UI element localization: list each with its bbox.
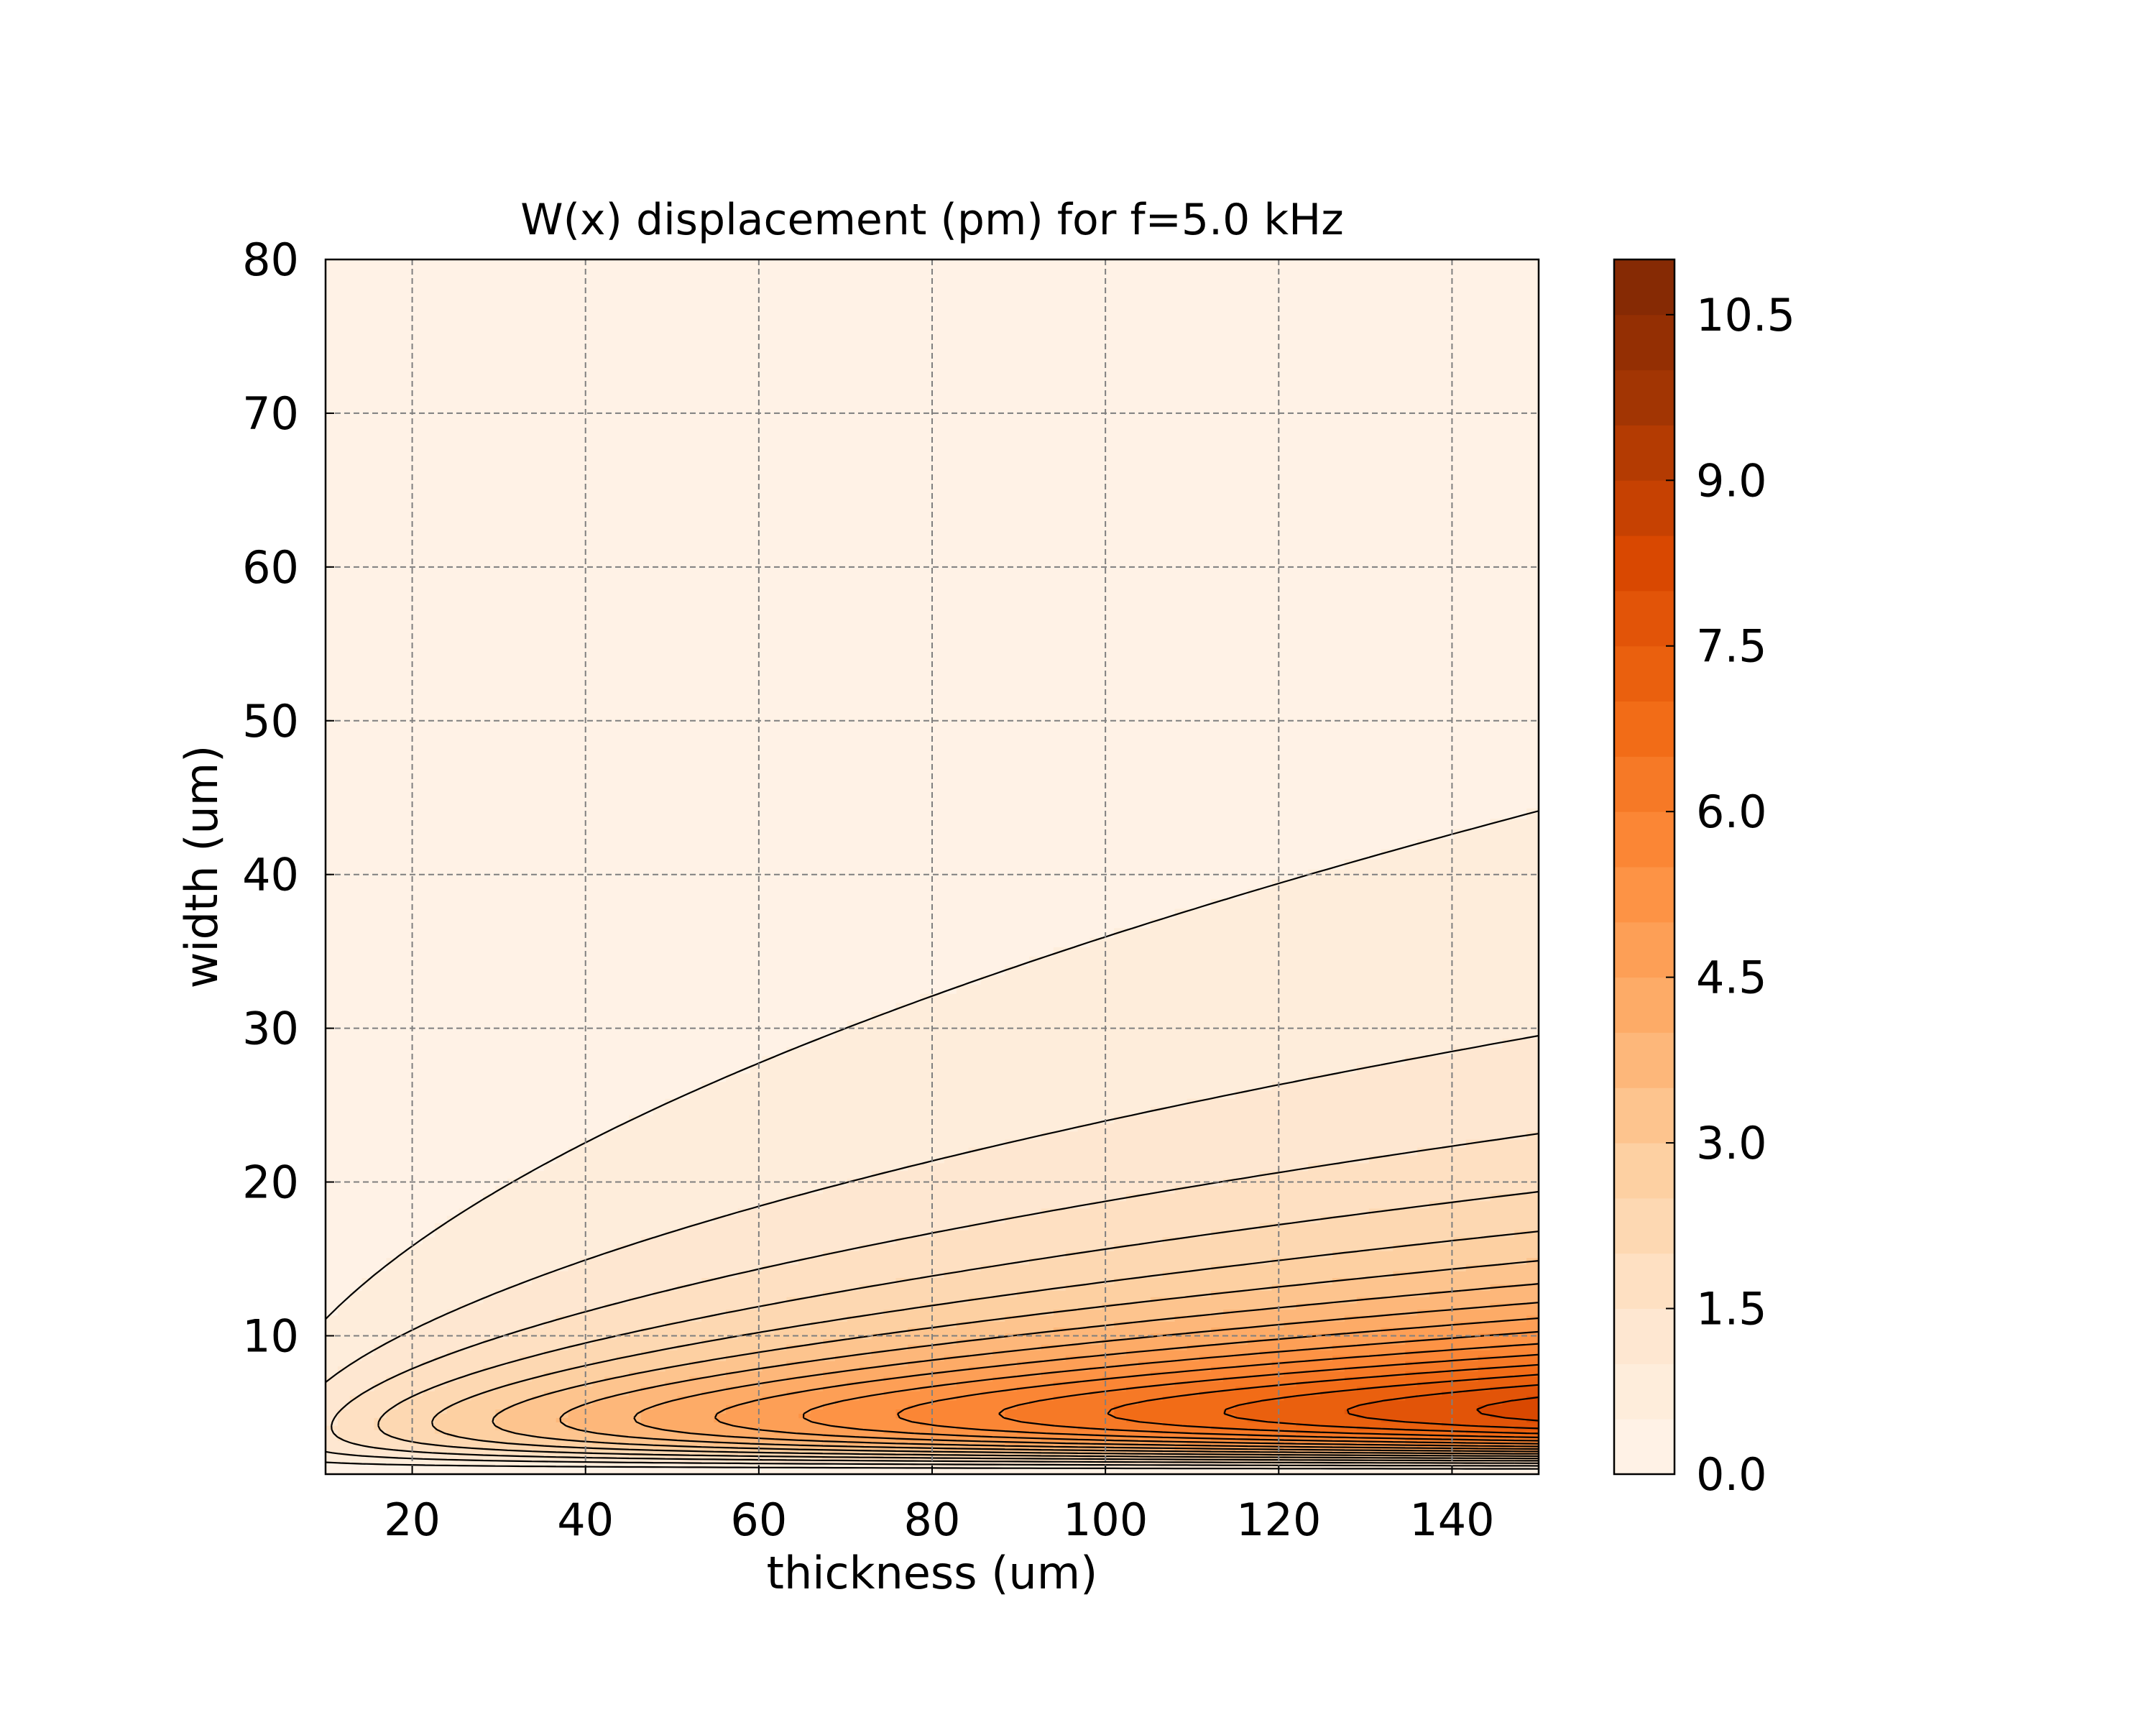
x-tick-label: 60 <box>730 1494 787 1546</box>
contour-line <box>326 810 1539 1470</box>
colorbar-tick-label: 1.5 <box>1696 1283 1767 1335</box>
contour-line <box>633 1302 1539 1453</box>
colorbar-tick-label: 9.0 <box>1696 454 1767 507</box>
colorbar-band <box>1614 590 1674 647</box>
contour-line <box>998 1353 1539 1442</box>
y-tick-label: 40 <box>242 849 299 901</box>
colorbar-tick-label: 7.5 <box>1696 620 1767 673</box>
colorbar-tick-label: 0.0 <box>1696 1448 1767 1501</box>
contour-band <box>640 1303 1539 1453</box>
colorbar-band <box>1614 645 1674 702</box>
contour-band <box>798 1333 1539 1448</box>
colorbar-band <box>1614 369 1674 426</box>
contour-band <box>556 1284 1539 1453</box>
chart-title: W(x) displacement (pm) for f=5.0 kHz <box>520 195 1343 245</box>
x-tick-label: 100 <box>1063 1494 1148 1546</box>
contour-band <box>895 1345 1539 1445</box>
x-axis-label: thickness (um) <box>767 1547 1098 1599</box>
contour-band <box>326 1131 1539 1464</box>
x-tick-label: 80 <box>904 1494 961 1546</box>
x-tick-label: 140 <box>1409 1494 1494 1546</box>
y-tick-label: 80 <box>242 234 299 286</box>
colorbar-band <box>1614 480 1674 536</box>
contour-line <box>802 1330 1539 1448</box>
colorbar-tick-label: 4.5 <box>1696 952 1767 1004</box>
colorbar-band <box>1614 314 1674 371</box>
colorbar-band <box>1614 1087 1674 1144</box>
colorbar-band <box>1614 259 1674 316</box>
x-axis-ticks: 20 40 60 80 100 120 140 <box>384 1466 1495 1546</box>
contour-line <box>1107 1363 1539 1438</box>
colorbar-band <box>1614 1419 1674 1475</box>
colorbar-ticks: 0.0 1.5 3.0 4.5 6.0 7.5 9.0 10.5 <box>1666 289 1795 1501</box>
contour-line <box>492 1260 1539 1458</box>
x-tick-label: 120 <box>1236 1494 1321 1546</box>
colorbar-frame <box>1613 258 1676 1476</box>
contour-band <box>1344 1386 1539 1430</box>
colorbar-band <box>1614 1032 1674 1088</box>
y-tick-label: 50 <box>242 695 299 748</box>
colorbar-band <box>1614 1197 1674 1254</box>
colorbar-band <box>1614 811 1674 868</box>
y-tick-label: 20 <box>242 1156 299 1209</box>
colorbar-band <box>1614 1308 1674 1364</box>
contour-line <box>331 1133 1539 1464</box>
colorbar <box>1614 259 1674 1475</box>
contour-line <box>1223 1374 1539 1435</box>
colorbar-band <box>1614 1253 1674 1310</box>
colorbar-band <box>1614 535 1674 592</box>
contour-line <box>326 1034 1539 1467</box>
x-tick-label: 40 <box>557 1494 614 1546</box>
colorbar-band <box>1614 756 1674 812</box>
y-tick-label: 30 <box>242 1003 299 1055</box>
contour-band <box>434 1230 1539 1459</box>
colorbar-band <box>1614 921 1674 978</box>
colorbar-tick-label: 3.0 <box>1696 1117 1767 1169</box>
contour-band <box>326 1039 1539 1466</box>
contour-line <box>714 1317 1539 1450</box>
x-tick-label: 20 <box>384 1494 441 1546</box>
y-tick-label: 70 <box>242 387 299 440</box>
contour-band <box>374 1193 1539 1461</box>
y-axis-label: width (um) <box>175 745 228 989</box>
colorbar-band <box>1614 701 1674 757</box>
colorbar-tick-label: 6.0 <box>1696 786 1767 838</box>
contour-line <box>1346 1384 1539 1430</box>
contour-line-layer <box>326 810 1539 1470</box>
colorbar-band <box>1614 977 1674 1033</box>
contour-line <box>377 1190 1539 1462</box>
colorbar-tick-label: 10.5 <box>1696 289 1795 341</box>
contour-line <box>431 1230 1539 1460</box>
contour-line <box>1476 1396 1539 1422</box>
y-tick-label: 10 <box>242 1310 299 1362</box>
colorbar-band <box>1614 1143 1674 1199</box>
colorbar-band <box>1614 867 1674 923</box>
colorbar-band <box>1614 1363 1674 1420</box>
colorbar-band <box>1614 425 1674 481</box>
contour-line <box>559 1283 1539 1455</box>
y-tick-label: 60 <box>242 541 299 594</box>
contour-line <box>897 1343 1539 1445</box>
y-axis-ticks: 10 20 30 40 50 60 70 80 <box>242 234 334 1362</box>
contour-band <box>1114 1366 1539 1438</box>
